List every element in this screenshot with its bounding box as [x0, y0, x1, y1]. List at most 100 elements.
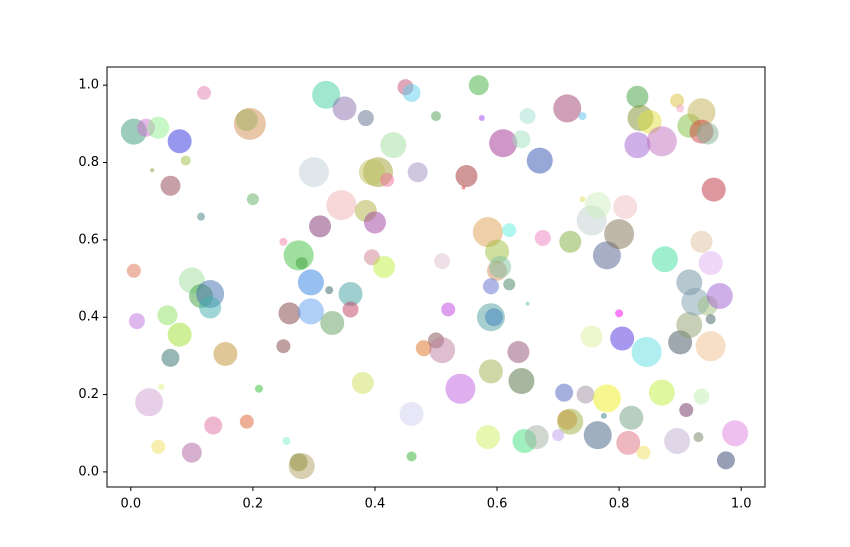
bubble [373, 255, 396, 278]
bubble [181, 442, 202, 463]
bubble [626, 85, 649, 108]
bubble [636, 445, 651, 460]
bubble [698, 251, 723, 276]
bubble [478, 115, 485, 122]
bubble [484, 308, 503, 327]
bubble [583, 421, 612, 450]
bubble [670, 93, 685, 108]
bubble [502, 223, 517, 238]
bubble [461, 185, 466, 190]
bubble [279, 237, 288, 246]
bubble [705, 314, 716, 325]
bubble [338, 282, 363, 307]
bubble [135, 388, 164, 417]
x-tick-label: 0.6 [487, 497, 508, 512]
bubble [646, 126, 677, 157]
bubble [407, 162, 428, 183]
bubble [610, 326, 635, 351]
bubble [312, 80, 341, 109]
bubble [282, 436, 291, 445]
bubble [298, 157, 329, 188]
y-tick-label: 0.2 [78, 387, 99, 402]
bubble [276, 339, 291, 354]
bubble [468, 75, 489, 96]
bubble [489, 129, 518, 158]
bubble [380, 132, 407, 159]
bubble [576, 385, 595, 404]
bubble [503, 278, 516, 291]
bubble [600, 412, 607, 419]
bubble [616, 430, 641, 455]
bubble [676, 104, 685, 113]
bubble [147, 116, 170, 139]
x-tick-label: 0.4 [365, 497, 386, 512]
bubble [325, 286, 334, 295]
bubble [199, 296, 222, 319]
bubble [580, 325, 603, 348]
bubble [664, 427, 691, 454]
bubble [445, 373, 476, 404]
bubble [648, 379, 675, 406]
bubble [309, 215, 332, 238]
bubble [552, 429, 565, 442]
bubble [507, 341, 530, 364]
bubble [288, 453, 315, 480]
bubble [295, 257, 308, 270]
bubble [455, 165, 478, 188]
bubble [297, 298, 324, 325]
bubble [278, 302, 301, 325]
bubble [584, 192, 611, 219]
bubble [613, 195, 638, 219]
bubble [555, 383, 574, 402]
bubble [534, 229, 551, 246]
bubble [357, 110, 374, 127]
bubble [524, 425, 549, 450]
bubble [651, 246, 678, 273]
bubble [434, 253, 451, 270]
bubble [151, 439, 166, 454]
bubble [351, 371, 374, 394]
bubble [559, 230, 582, 253]
bubble [161, 348, 180, 367]
y-tick-label: 0.8 [78, 155, 99, 170]
bubble [519, 108, 536, 125]
bubble [475, 425, 500, 450]
y-tick-label: 0.0 [78, 464, 99, 479]
bubble [592, 384, 621, 413]
y-tick-label: 1.0 [78, 78, 99, 93]
bubble [679, 403, 694, 418]
bubble [478, 359, 503, 384]
bubble [526, 147, 553, 174]
bubble [150, 168, 155, 173]
x-tick-label: 1.0 [731, 497, 752, 512]
bubble [204, 416, 223, 435]
bubble [557, 408, 584, 435]
bubble [624, 132, 651, 159]
bubble [604, 219, 635, 250]
bubble [508, 368, 535, 395]
bubble [320, 311, 345, 336]
bubble [415, 340, 432, 357]
axes-frame [106, 66, 766, 488]
bubble [482, 278, 499, 295]
bubble [441, 302, 456, 317]
bubble [687, 98, 716, 127]
bubble [690, 230, 713, 253]
bubble [254, 384, 263, 393]
bubble [213, 341, 238, 366]
bubble [676, 311, 703, 338]
bubble [631, 337, 662, 368]
bubble [525, 301, 530, 306]
bubble [695, 331, 726, 362]
bubble [399, 401, 424, 426]
bubble [246, 193, 259, 206]
x-tick-label: 0.8 [609, 497, 630, 512]
bubble [157, 305, 178, 326]
bubble [615, 309, 624, 318]
x-tick-label: 0.2 [243, 497, 264, 512]
bubble [197, 85, 212, 100]
bubble [693, 432, 704, 443]
bubble [158, 383, 165, 390]
bubble [578, 112, 587, 121]
bubble [342, 301, 359, 318]
